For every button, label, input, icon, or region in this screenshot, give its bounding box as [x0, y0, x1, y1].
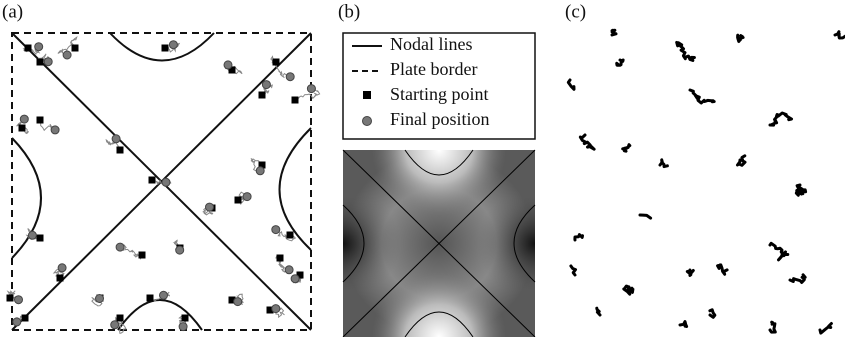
trace	[612, 30, 616, 35]
final-position	[286, 73, 294, 81]
final-position	[176, 246, 184, 254]
starting-point	[139, 252, 146, 259]
panel-label: (a)	[2, 1, 23, 22]
starting-point	[37, 59, 44, 66]
trace	[580, 135, 594, 149]
starting-point	[117, 147, 124, 154]
nodal-line	[280, 128, 312, 250]
trace	[687, 270, 693, 275]
final-position	[112, 135, 120, 143]
legend: Nodal lines Plate border Starting point …	[343, 33, 535, 139]
trace	[718, 265, 728, 274]
starting-point	[57, 275, 64, 282]
starting-point	[287, 232, 294, 239]
trace	[568, 80, 574, 89]
trace	[624, 286, 633, 294]
trace	[710, 310, 715, 318]
trace	[835, 32, 845, 47]
trace	[575, 235, 583, 240]
starting-point	[273, 59, 280, 66]
final-position	[20, 115, 28, 123]
legend-label: Nodal lines	[390, 34, 473, 54]
trace	[796, 185, 805, 195]
final-position	[169, 41, 177, 49]
final-position	[58, 264, 66, 272]
final-position	[13, 318, 21, 326]
trace	[770, 322, 775, 332]
trace	[571, 266, 576, 275]
legend-square	[363, 91, 371, 99]
final-position	[44, 58, 52, 66]
starting-point	[37, 117, 44, 124]
trace	[690, 90, 714, 103]
figure: (a) (b) (c) Nodal lines Plate border Sta…	[0, 0, 845, 337]
trace	[738, 35, 744, 41]
final-position	[224, 61, 232, 69]
final-position	[96, 295, 104, 303]
final-position	[307, 85, 315, 93]
starting-point	[292, 97, 299, 104]
final-position	[15, 296, 23, 304]
starting-point	[7, 295, 14, 302]
starting-point	[117, 315, 124, 322]
field-map	[343, 150, 535, 337]
nodal-line	[118, 300, 202, 330]
starting-point	[182, 315, 189, 322]
trace	[738, 156, 746, 166]
final-position	[256, 167, 264, 175]
panel-label: (c)	[565, 1, 586, 22]
trace	[820, 324, 831, 334]
final-position	[160, 291, 168, 299]
trace	[597, 308, 600, 315]
final-position	[179, 323, 187, 331]
final-position	[35, 43, 43, 51]
trace	[623, 145, 630, 152]
trace	[680, 322, 687, 327]
trace	[640, 215, 651, 218]
final-position	[234, 298, 242, 306]
trace	[770, 243, 788, 260]
starting-point	[277, 255, 284, 262]
legend-label: Final position	[390, 109, 490, 129]
trace	[617, 60, 623, 65]
panel-c	[568, 30, 845, 333]
starting-point	[19, 125, 26, 132]
starting-point	[235, 197, 242, 204]
starting-point	[149, 177, 156, 184]
starting-point	[147, 295, 154, 302]
panel-a	[7, 33, 320, 333]
final-position	[28, 231, 36, 239]
panel-label: (b)	[338, 1, 360, 22]
starting-point	[259, 92, 266, 99]
final-position	[206, 203, 214, 211]
starting-point	[22, 315, 29, 322]
legend-label: Plate border	[390, 59, 477, 79]
final-position	[272, 305, 280, 313]
final-position	[51, 126, 59, 134]
trace	[790, 275, 805, 283]
final-position	[116, 243, 124, 251]
final-position	[291, 275, 299, 283]
trace	[660, 160, 667, 167]
trace	[677, 42, 695, 60]
final-position	[272, 226, 280, 234]
final-position	[262, 81, 270, 89]
legend-circle	[363, 117, 372, 126]
starting-point	[25, 45, 32, 52]
final-position	[162, 178, 170, 186]
starting-point	[37, 235, 44, 242]
final-position	[111, 321, 119, 329]
final-position	[243, 193, 251, 201]
legend-label: Starting point	[390, 84, 489, 104]
final-position	[285, 266, 293, 274]
starting-point	[72, 45, 79, 52]
starting-point	[162, 45, 169, 52]
trace	[770, 113, 792, 125]
final-position	[63, 51, 71, 59]
